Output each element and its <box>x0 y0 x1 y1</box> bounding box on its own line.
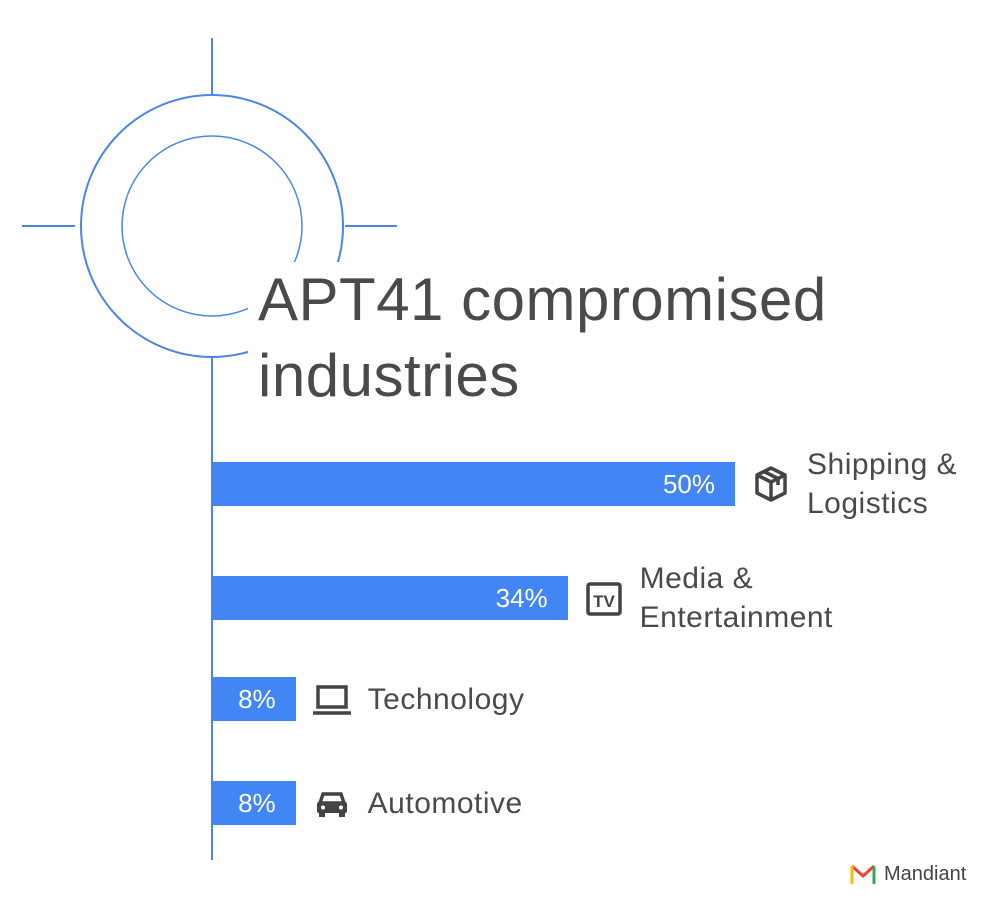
value-label: 8% <box>238 684 276 714</box>
category-icon <box>755 466 787 502</box>
category-icon: TV <box>585 582 622 616</box>
category-label: Automotive <box>367 786 523 820</box>
value-label: 8% <box>238 788 276 818</box>
bar <box>212 576 568 620</box>
logo-text: Mandiant <box>884 862 967 885</box>
category-icon <box>312 685 351 715</box>
bar <box>212 781 296 825</box>
svg-text:TV: TV <box>593 592 615 611</box>
inner-ring <box>121 135 303 317</box>
value-label: 34% <box>495 583 548 613</box>
value-label: 50% <box>662 469 715 499</box>
chart-title: APT41 compromised industries <box>248 262 918 414</box>
category-icon <box>316 792 347 817</box>
category-label: Media & Entertainment <box>639 562 833 634</box>
logo: Mandiant <box>850 862 966 886</box>
bar <box>212 462 735 506</box>
category-label: Technology <box>367 682 525 716</box>
category-label: Shipping & Logistics <box>807 448 958 520</box>
logo-mark <box>850 864 876 884</box>
bar <box>212 677 296 721</box>
